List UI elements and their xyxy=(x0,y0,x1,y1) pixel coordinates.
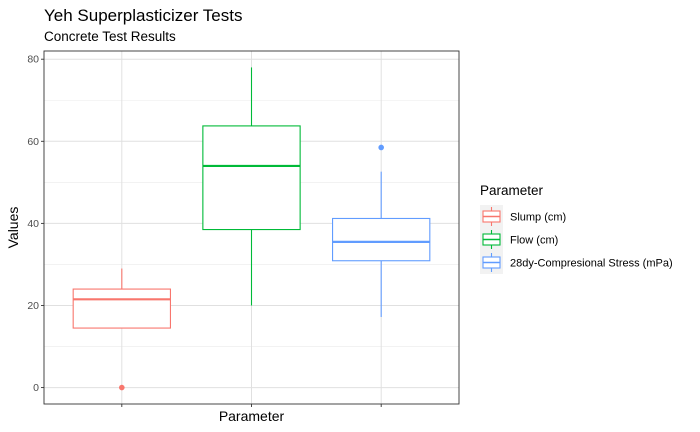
box-iqr xyxy=(332,217,431,262)
outlier-point xyxy=(119,384,125,391)
legend-item-3: 28dy-Compresional Stress (mPa) xyxy=(480,251,673,274)
y-tick-label: 40 xyxy=(27,218,39,230)
box-1 xyxy=(72,268,171,391)
y-axis-title: Values xyxy=(5,207,21,249)
y-tick-label: 60 xyxy=(27,136,39,148)
outlier-point xyxy=(378,144,384,151)
y-axis: 0 20 40 60 80 xyxy=(27,54,44,394)
y-tick-label: 20 xyxy=(27,300,39,312)
chart-title: Yeh Superplasticizer Tests xyxy=(44,6,242,25)
legend-item-2: Flow (cm) xyxy=(480,228,558,251)
x-axis xyxy=(121,404,382,407)
box-3 xyxy=(332,144,431,317)
legend-label: 28dy-Compresional Stress (mPa) xyxy=(510,258,673,270)
box-layer xyxy=(72,67,431,391)
y-tick-label: 0 xyxy=(33,382,39,394)
legend-label: Slump (cm) xyxy=(510,212,566,224)
legend-item-1: Slump (cm) xyxy=(480,205,566,228)
box-iqr xyxy=(72,288,171,329)
box-iqr xyxy=(202,125,301,231)
y-tick-label: 80 xyxy=(27,54,39,66)
box-2 xyxy=(202,67,301,306)
legend: Slump (cm) Flow (cm) 28dy-Compresional Str… xyxy=(480,205,673,274)
x-axis-title: Parameter xyxy=(219,408,285,424)
legend-label: Flow (cm) xyxy=(510,235,558,247)
chart-subtitle: Concrete Test Results xyxy=(44,29,176,44)
legend-title: Parameter xyxy=(480,183,544,198)
